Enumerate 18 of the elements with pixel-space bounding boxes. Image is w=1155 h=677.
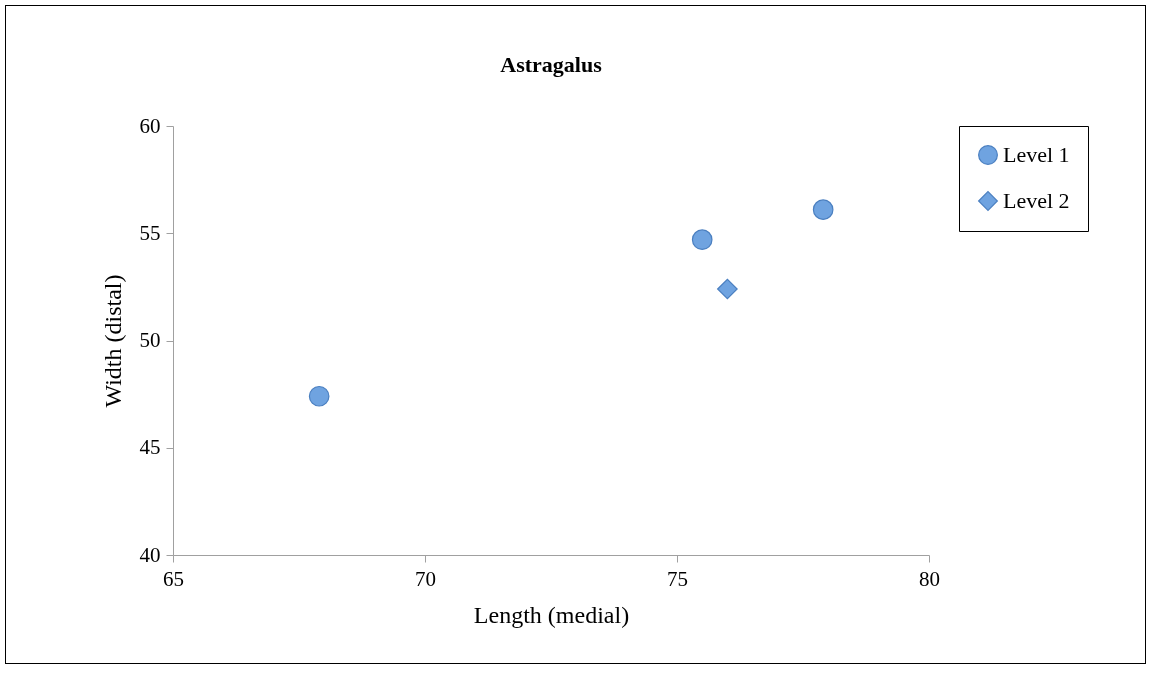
x-tick-label: 65 [163, 566, 184, 591]
x-tick-label: 75 [667, 566, 688, 591]
y-tick-label: 50 [139, 328, 161, 352]
y-tick-label: 55 [139, 220, 161, 245]
chart-title: Astragalus [500, 52, 603, 77]
legend-label: Level 2 [1003, 188, 1070, 213]
point [308, 385, 330, 407]
x-tick-label: 80 [919, 566, 940, 591]
y-tick-label: 45 [139, 435, 161, 460]
x-tick-label: 70 [415, 566, 436, 591]
point [717, 278, 738, 300]
x-axis-title: Length (medial) [473, 601, 630, 628]
y-tick-label: 60 [139, 113, 161, 138]
legend-label: Level 1 [1003, 142, 1070, 167]
point [691, 229, 713, 251]
point [812, 199, 834, 220]
y-tick-label: 40 [139, 542, 161, 567]
y-axis-title: Width (distal) [99, 274, 126, 408]
